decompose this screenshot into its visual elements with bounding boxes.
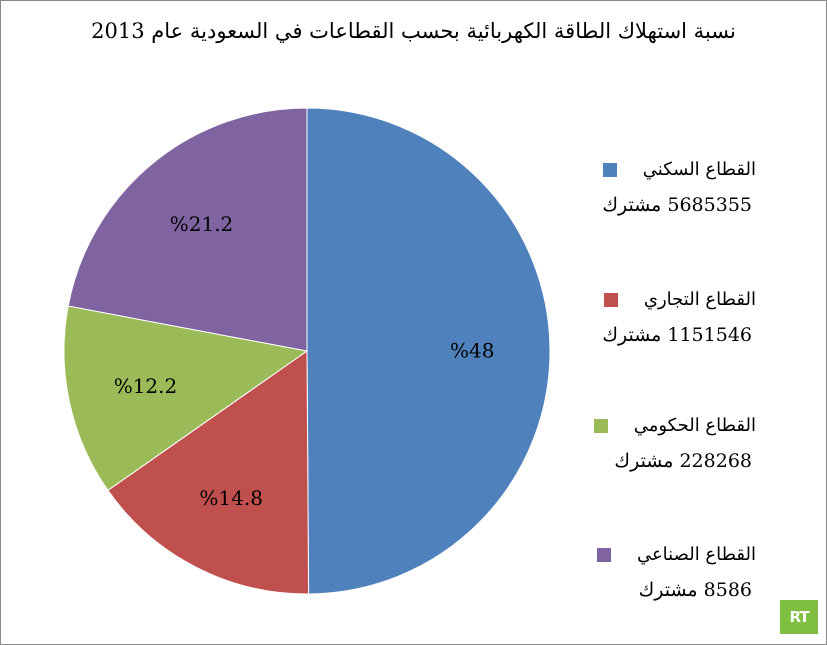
pie-slice-commercial — [107, 350, 310, 595]
legend-count: 228268 مشترك — [614, 450, 752, 472]
legend-count: 8586 مشترك — [638, 579, 752, 601]
legend-count: 1151546 مشترك — [602, 324, 752, 346]
pie-slice-government — [63, 305, 309, 492]
legend-swatch — [602, 162, 617, 177]
pie-slice-residential — [306, 107, 551, 595]
legend-label: القطاع الصناعي — [636, 544, 756, 565]
legend-swatch — [603, 292, 618, 307]
legend-label: القطاع الحكومي — [633, 415, 756, 436]
legend-swatch — [596, 547, 611, 562]
pie-chart: %48 %14.8 %12.2 %21.2 — [63, 107, 551, 595]
chart-title: نسبة استهلاك الطاقة الكهربائية بحسب القط… — [91, 19, 736, 43]
legend-item-industrial: القطاع الصناعي 8586 مشترك — [496, 544, 756, 601]
legend-item-commercial: القطاع التجاري 1151546 مشترك — [496, 289, 756, 346]
legend-count: 5685355 مشترك — [602, 194, 752, 216]
legend-item-government: القطاع الحكومي 228268 مشترك — [496, 415, 756, 472]
legend-label: القطاع التجاري — [643, 289, 756, 310]
pie-label-commercial: %14.8 — [199, 486, 263, 510]
rt-logo: RT — [780, 600, 818, 634]
pie-label-government: %12.2 — [114, 374, 178, 398]
pie-label-residential: %48 — [450, 338, 494, 362]
legend-label: القطاع السكني — [642, 159, 756, 180]
legend-swatch — [593, 418, 608, 433]
pie-slice-industrial — [67, 107, 308, 352]
legend-item-residential: القطاع السكني 5685355 مشترك — [496, 159, 756, 216]
pie-label-industrial: %21.2 — [170, 212, 234, 236]
